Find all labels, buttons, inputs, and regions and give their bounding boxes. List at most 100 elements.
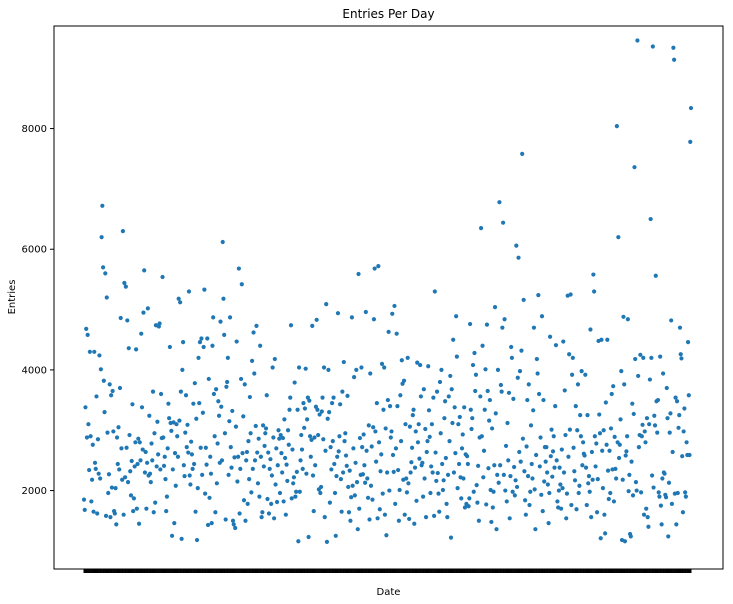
- data-point: [280, 435, 286, 441]
- data-point: [292, 380, 297, 385]
- data-point: [436, 491, 441, 496]
- data-point: [118, 315, 123, 321]
- data-point: [271, 435, 276, 440]
- data-point: [548, 454, 553, 459]
- data-point: [595, 477, 600, 482]
- data-point: [420, 460, 425, 465]
- data-point: [104, 295, 109, 300]
- data-point: [409, 460, 414, 465]
- data-point: [687, 452, 692, 458]
- data-point: [83, 405, 88, 410]
- data-point: [380, 491, 385, 496]
- data-point: [91, 509, 96, 514]
- data-point: [633, 480, 639, 485]
- data-point: [288, 323, 294, 328]
- data-point: [415, 440, 421, 445]
- data-point: [506, 458, 511, 463]
- data-point: [352, 375, 357, 380]
- data-point: [535, 371, 540, 376]
- data-point: [474, 483, 479, 488]
- data-point: [258, 343, 263, 348]
- data-point: [353, 460, 358, 465]
- data-point: [372, 266, 377, 271]
- data-point: [156, 452, 161, 457]
- data-point: [413, 429, 418, 434]
- data-point: [622, 539, 628, 544]
- data-point: [598, 536, 603, 541]
- data-point: [528, 489, 533, 494]
- data-point: [123, 475, 128, 480]
- x-axis-label: Date: [377, 587, 401, 598]
- data-point: [272, 356, 277, 362]
- data-point: [661, 371, 666, 376]
- data-point: [501, 472, 506, 477]
- data-point: [445, 515, 450, 520]
- data-point: [225, 379, 230, 385]
- data-point: [669, 318, 674, 323]
- data-point: [657, 494, 662, 499]
- data-point: [246, 438, 251, 444]
- data-point: [157, 321, 162, 326]
- data-point: [667, 430, 672, 435]
- data-point: [346, 510, 352, 515]
- data-point: [228, 445, 233, 450]
- data-point: [123, 284, 128, 289]
- data-point: [408, 470, 413, 475]
- data-point: [420, 494, 426, 499]
- data-point: [509, 344, 514, 350]
- data-point: [255, 450, 260, 455]
- data-point: [492, 305, 498, 310]
- data-point: [634, 488, 639, 493]
- data-point: [410, 413, 415, 418]
- data-point: [432, 289, 437, 294]
- data-point: [415, 360, 420, 365]
- data-point: [173, 483, 178, 488]
- data-point: [287, 407, 292, 412]
- data-point: [158, 467, 163, 472]
- data-point: [531, 408, 536, 413]
- data-point: [571, 445, 576, 450]
- data-point: [461, 476, 466, 481]
- data-point: [649, 473, 655, 478]
- data-point: [518, 459, 523, 464]
- chart-title: Entries Per Day: [342, 7, 434, 21]
- data-point: [620, 477, 625, 482]
- data-point: [129, 458, 134, 464]
- data-point: [543, 459, 548, 464]
- data-point: [194, 537, 200, 543]
- data-point: [89, 499, 94, 504]
- data-point: [273, 482, 278, 487]
- data-point: [481, 448, 487, 453]
- data-point: [432, 513, 437, 519]
- data-point: [392, 303, 397, 309]
- data-point: [376, 440, 382, 445]
- data-point: [193, 509, 198, 514]
- data-point: [134, 347, 139, 352]
- data-point: [642, 429, 647, 434]
- data-point: [323, 448, 328, 453]
- data-point: [469, 426, 474, 432]
- data-point: [195, 486, 200, 491]
- data-point: [636, 373, 641, 379]
- data-point: [487, 397, 492, 403]
- data-point: [114, 435, 120, 440]
- data-point: [102, 410, 107, 415]
- data-point: [284, 462, 289, 467]
- data-point: [599, 337, 604, 342]
- data-point: [341, 359, 346, 365]
- data-point: [564, 516, 569, 521]
- data-point: [554, 458, 559, 463]
- data-point: [378, 469, 383, 474]
- data-point: [688, 139, 693, 144]
- data-point: [531, 325, 537, 330]
- data-point: [247, 394, 252, 400]
- data-point: [402, 512, 407, 517]
- data-point: [539, 314, 545, 319]
- data-point: [306, 534, 311, 540]
- data-point: [297, 489, 302, 494]
- data-point: [470, 362, 476, 368]
- data-point: [580, 463, 585, 468]
- data-point: [329, 467, 334, 472]
- data-point: [426, 364, 431, 369]
- data-point: [511, 396, 516, 401]
